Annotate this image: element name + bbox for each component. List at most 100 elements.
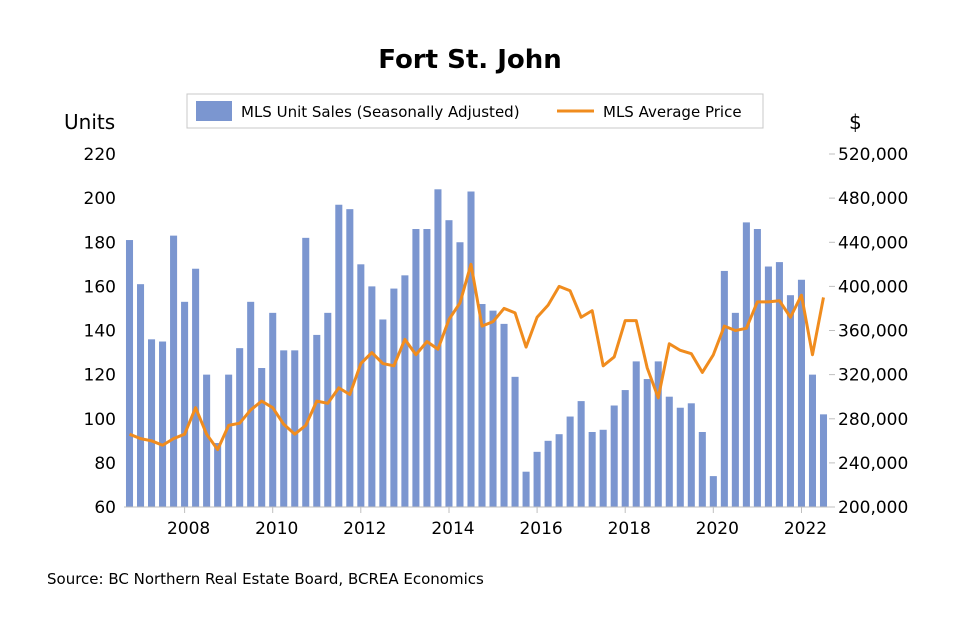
unit-sales-bar xyxy=(192,268,200,507)
unit-sales-bar xyxy=(148,339,156,507)
unit-sales-bar xyxy=(577,401,585,507)
left-axis-tick-label: 100 xyxy=(84,410,116,430)
right-axis-tick-label: 320,000 xyxy=(838,366,908,386)
right-axis-unit: $ xyxy=(849,110,862,134)
unit-sales-bar xyxy=(621,390,629,507)
legend-label-unit-sales: MLS Unit Sales (Seasonally Adjusted) xyxy=(241,103,520,121)
unit-sales-bar xyxy=(401,275,409,507)
unit-sales-bar xyxy=(610,405,618,507)
unit-sales-bar xyxy=(753,229,761,507)
right-axis-tick-label: 240,000 xyxy=(838,454,908,474)
legend-frame xyxy=(186,93,764,129)
left-axis-tick-label: 60 xyxy=(94,498,116,518)
legend-label-average-price: MLS Average Price xyxy=(603,103,742,121)
right-axis-tick-label: 400,000 xyxy=(838,277,908,297)
unit-sales-bar xyxy=(225,374,233,508)
unit-sales-bar xyxy=(236,348,244,507)
x-axis-ticks: 2008 2010 2012 2014 2016 2018 2020 2022 xyxy=(167,507,827,539)
unit-sales-bar xyxy=(808,374,816,508)
left-axis-tick-label: 160 xyxy=(84,277,116,297)
left-axis-unit: Units xyxy=(64,110,115,134)
unit-sales-bar xyxy=(291,350,299,507)
unit-sales-bar xyxy=(203,374,211,508)
right-axis-tick-label: 520,000 xyxy=(838,145,908,165)
unit-sales-bar xyxy=(159,341,167,507)
unit-sales-bar xyxy=(456,242,464,507)
unit-sales-bar xyxy=(544,440,552,507)
unit-sales-bar xyxy=(379,319,387,507)
unit-sales-bar xyxy=(742,222,750,507)
unit-sales-bar xyxy=(390,288,398,507)
x-axis-tick-label: 2016 xyxy=(519,519,562,539)
unit-sales-bar xyxy=(412,229,420,507)
unit-sales-bar xyxy=(467,191,475,507)
x-axis-tick-label: 2022 xyxy=(784,519,827,539)
source-note: Source: BC Northern Real Estate Board, B… xyxy=(47,570,484,588)
left-axis-tick-label: 200 xyxy=(84,189,116,209)
unit-sales-bar xyxy=(665,396,673,507)
x-axis-tick-label: 2014 xyxy=(431,519,474,539)
legend: MLS Unit Sales (Seasonally Adjusted) MLS… xyxy=(186,93,764,129)
unit-sales-bar xyxy=(478,304,486,507)
unit-sales-bar xyxy=(170,235,178,507)
left-axis-tick-label: 80 xyxy=(94,454,116,474)
unit-sales-bar xyxy=(302,237,310,507)
x-axis-tick-label: 2012 xyxy=(343,519,386,539)
x-axis-tick-label: 2018 xyxy=(608,519,651,539)
left-axis-tick-label: 140 xyxy=(84,322,116,342)
unit-sales-bar xyxy=(368,286,376,508)
left-axis-tick-label: 120 xyxy=(84,366,116,386)
unit-sales-bar xyxy=(654,361,662,507)
unit-sales-bar xyxy=(533,451,541,507)
unit-sales-bar xyxy=(445,220,453,507)
unit-sales-bar xyxy=(643,379,651,507)
unit-sales-bar xyxy=(522,471,530,507)
unit-sales-bar xyxy=(786,295,794,507)
unit-sales-bar xyxy=(797,279,805,507)
left-axis-ticks: 60 80 100 120 140 160 180 200 220 xyxy=(84,145,116,518)
chart-title: Fort St. John xyxy=(378,45,562,75)
unit-sales-bar xyxy=(676,407,684,507)
unit-sales-bar xyxy=(775,262,783,507)
unit-sales-bar xyxy=(566,416,574,507)
left-axis-tick-label: 180 xyxy=(84,233,116,253)
unit-sales-bar xyxy=(313,334,321,507)
x-axis-tick-label: 2020 xyxy=(696,519,739,539)
unit-sales-bar xyxy=(125,240,134,508)
unit-sales-bar xyxy=(731,312,739,507)
average-price-line xyxy=(128,262,825,452)
right-axis-tick-label: 480,000 xyxy=(838,189,908,209)
unit-sales-bar xyxy=(588,431,596,507)
unit-sales-bar xyxy=(357,264,365,507)
right-axis-ticks: 200,000 240,000 280,000 320,000 360,000 400,0… xyxy=(829,145,908,518)
unit-sales-bar xyxy=(698,431,706,507)
unit-sales-bar xyxy=(511,376,519,507)
unit-sales-bar xyxy=(258,368,266,507)
unit-sales-bar xyxy=(599,429,607,507)
unit-sales-bars xyxy=(125,189,828,508)
left-axis-tick-label: 220 xyxy=(84,145,116,165)
x-axis-tick-label: 2008 xyxy=(167,519,210,539)
unit-sales-bar xyxy=(346,209,354,507)
unit-sales-bar xyxy=(709,476,717,507)
unit-sales-bar xyxy=(489,310,497,507)
unit-sales-bar xyxy=(181,301,189,507)
right-axis-tick-label: 200,000 xyxy=(838,498,908,518)
unit-sales-bar xyxy=(214,443,222,507)
unit-sales-bar xyxy=(687,403,695,507)
unit-sales-bar xyxy=(764,266,772,507)
unit-sales-bar xyxy=(720,270,728,507)
right-axis-tick-label: 280,000 xyxy=(838,410,908,430)
right-axis-tick-label: 440,000 xyxy=(838,233,908,253)
unit-sales-bar xyxy=(500,323,508,507)
unit-sales-bar xyxy=(819,414,828,507)
unit-sales-bar xyxy=(280,350,288,507)
unit-sales-bar xyxy=(137,284,145,507)
unit-sales-bar xyxy=(423,229,431,507)
right-axis-tick-label: 360,000 xyxy=(838,322,908,342)
unit-sales-bar xyxy=(247,301,255,507)
unit-sales-bar xyxy=(335,204,343,508)
unit-sales-bar xyxy=(324,312,332,507)
legend-swatch-unit-sales xyxy=(196,101,232,121)
